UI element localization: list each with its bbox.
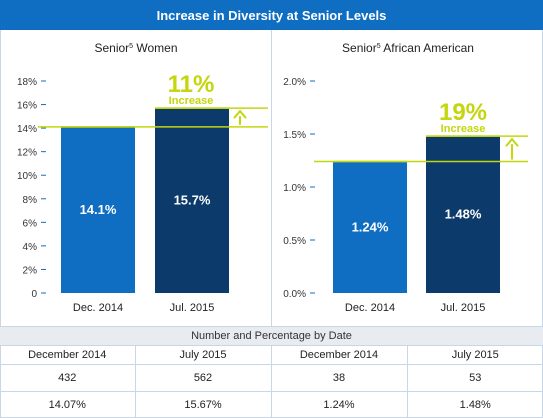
x-category-label: Dec. 2014 [73, 302, 123, 314]
table-cell: 14.07% [0, 391, 136, 418]
bar [61, 126, 135, 293]
x-category-label: Jul. 2015 [441, 302, 486, 314]
panel-divider [271, 30, 272, 326]
chart-title: Senior5 Women [94, 41, 177, 55]
x-category-label: Dec. 2014 [345, 302, 395, 314]
charts-canvas: Senior5 Women 0 2% 4% 6% 8% 10% 12% 14% 16% 18% 14.… [17, 41, 528, 314]
table-header-cell: December 2014 [0, 346, 136, 365]
figure-title: Increase in Diversity at Senior Levels [0, 0, 543, 30]
y-tick-label: 0 [31, 289, 37, 300]
table-header-cell: July 2015 [135, 346, 272, 365]
bar-value-label: 15.7% [174, 193, 211, 208]
y-tick-label: 0.5% [283, 236, 306, 247]
table-cell: 432 [0, 364, 136, 392]
y-tick-label: 16% [17, 101, 37, 112]
table-cell: 15.67% [135, 391, 272, 418]
increase-callout-label: Increase [169, 95, 214, 107]
increase-callout-label: Increase [441, 123, 486, 135]
bar-value-label: 14.1% [80, 202, 117, 217]
table-cell: 1.24% [271, 391, 408, 418]
y-tick-label: 2.0% [283, 77, 306, 88]
increase-callout-value: 11% [168, 71, 215, 98]
y-tick-label: 1.5% [283, 130, 306, 141]
y-tick-label: 2% [23, 265, 38, 276]
y-tick-label: 4% [23, 242, 38, 253]
increase-callout-value: 19% [439, 99, 487, 126]
y-tick-label: 10% [17, 171, 37, 182]
table-cell: 53 [407, 364, 543, 392]
y-tick-label: 14% [17, 124, 37, 135]
chart-title: Senior5 African American [342, 41, 474, 55]
y-tick-label: 18% [17, 77, 37, 88]
x-category-label: Jul. 2015 [170, 302, 215, 314]
table-cell: 38 [271, 364, 408, 392]
bar [155, 108, 229, 293]
data-table-section: Number and Percentage by Date December 2… [0, 326, 543, 418]
table-row-percents: 14.07% 15.67% 1.24% 1.48% [0, 391, 543, 418]
increase-arrow-head [505, 137, 519, 147]
data-table: December 2014 July 2015 December 2014 Ju… [0, 346, 543, 418]
table-cell: 1.48% [407, 391, 543, 418]
bar-value-label: 1.24% [352, 219, 389, 234]
table-caption: Number and Percentage by Date [0, 326, 543, 346]
table-header-cell: July 2015 [407, 346, 543, 365]
y-tick-label: 8% [23, 195, 38, 206]
table-header-cell: December 2014 [271, 346, 408, 365]
bar [333, 161, 407, 293]
bar-value-label: 1.48% [445, 207, 482, 222]
y-tick-label: 0.0% [283, 289, 306, 300]
table-cell: 562 [135, 364, 272, 392]
y-tick-label: 1.0% [283, 183, 306, 194]
y-tick-label: 6% [23, 218, 38, 229]
table-header-row: December 2014 July 2015 December 2014 Ju… [0, 346, 543, 365]
table-row-counts: 432 562 38 53 [0, 364, 543, 392]
increase-arrow-head [233, 109, 247, 119]
y-tick-label: 12% [17, 148, 37, 159]
